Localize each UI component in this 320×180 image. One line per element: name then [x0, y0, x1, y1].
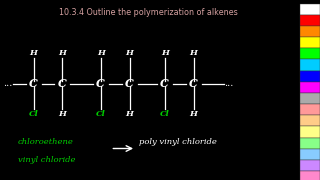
- Text: Cl: Cl: [29, 110, 38, 118]
- Bar: [300, 138, 320, 149]
- Text: chloroethene: chloroethene: [18, 138, 74, 146]
- Bar: [300, 82, 320, 93]
- Bar: [300, 115, 320, 126]
- Text: H: H: [190, 110, 197, 118]
- Text: H: H: [59, 49, 66, 57]
- Bar: [300, 26, 320, 37]
- Text: C: C: [125, 78, 134, 89]
- Text: C: C: [96, 78, 105, 89]
- Bar: [300, 4, 320, 15]
- Text: ...: ...: [224, 79, 234, 88]
- Text: H: H: [126, 110, 133, 118]
- Bar: [300, 104, 320, 115]
- Text: H: H: [30, 49, 37, 57]
- Text: C: C: [58, 78, 67, 89]
- Text: H: H: [97, 49, 105, 57]
- Bar: [300, 149, 320, 160]
- Text: C: C: [160, 78, 169, 89]
- Text: 10.3.4 Outline the polymerization of alkenes: 10.3.4 Outline the polymerization of alk…: [60, 8, 238, 17]
- Text: H: H: [161, 49, 169, 57]
- Bar: [300, 71, 320, 82]
- Text: vinyl chloride: vinyl chloride: [18, 156, 75, 164]
- Text: H: H: [59, 110, 66, 118]
- Bar: [300, 59, 320, 71]
- Text: Cl: Cl: [96, 110, 106, 118]
- Text: C: C: [189, 78, 198, 89]
- Bar: [300, 15, 320, 26]
- Text: ...: ...: [3, 79, 13, 88]
- Bar: [300, 171, 320, 180]
- Bar: [300, 48, 320, 59]
- Text: poly vinyl chloride: poly vinyl chloride: [139, 138, 217, 146]
- Bar: [300, 126, 320, 138]
- Text: H: H: [190, 49, 197, 57]
- Text: C: C: [29, 78, 38, 89]
- Text: Cl: Cl: [160, 110, 170, 118]
- Text: H: H: [126, 49, 133, 57]
- Bar: [300, 37, 320, 48]
- Bar: [300, 93, 320, 104]
- Bar: [300, 160, 320, 171]
